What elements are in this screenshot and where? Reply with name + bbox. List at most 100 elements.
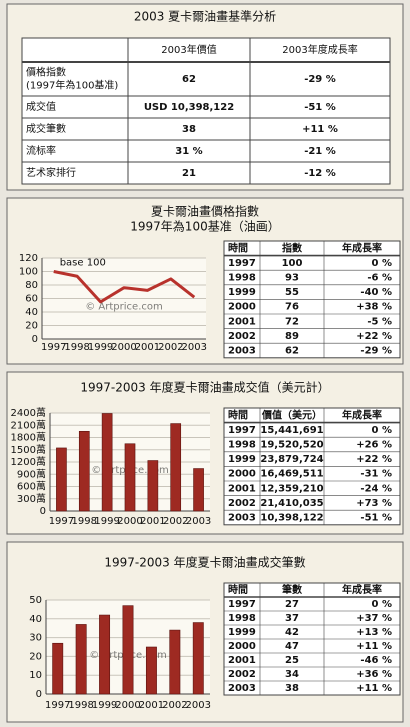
cell: 2001 [228, 316, 256, 327]
cell: 34 [285, 669, 299, 680]
cell: 42 [285, 627, 299, 638]
x-tick-label: 2000 [117, 516, 142, 527]
header-cell: 2003年度成長率 [282, 43, 357, 56]
header-cell: 筆數 [282, 583, 302, 596]
y-tick-label: 1800萬 [11, 431, 46, 444]
cell: 72 [285, 316, 299, 327]
cell: 1997 [228, 599, 256, 610]
bar [192, 622, 204, 695]
cell: 47 [285, 641, 299, 652]
cell: 21,410,035 [260, 498, 323, 509]
x-tick-label: 2002 [162, 700, 187, 711]
header-cell: 時間 [228, 241, 248, 254]
cell: 62 [182, 74, 196, 85]
cell: -5 % [367, 316, 392, 327]
cell: 0 % [372, 258, 392, 269]
x-tick-label: 2002 [163, 516, 188, 527]
chart-title: 1997-2003 年度夏卡爾油畫成交值（美元計） [80, 380, 329, 395]
cell: 27 [285, 599, 299, 610]
y-tick-label: 0 [40, 506, 46, 517]
cell: 0 % [372, 599, 392, 610]
cell: +11 % [302, 124, 338, 135]
y-tick-label: 2100萬 [11, 418, 46, 431]
x-tick-label: 1997 [41, 342, 66, 353]
cell: 2002 [228, 669, 256, 680]
row-label: 成交筆數 [26, 122, 66, 135]
y-tick-label: 900萬 [17, 467, 46, 480]
cell: 38 [182, 124, 196, 135]
header-cell: 年成長率 [342, 241, 382, 254]
cell: 1997 [228, 258, 256, 269]
cell: -40 % [360, 287, 392, 298]
cell: 62 [285, 346, 299, 357]
x-tick-label: 2003 [186, 516, 211, 527]
y-tick-label: 600萬 [17, 480, 46, 493]
cell: +22 % [356, 454, 392, 465]
bar [75, 624, 87, 695]
cell: USD 10,398,122 [144, 102, 234, 113]
y-tick-label: 20 [29, 651, 42, 662]
cell: -46 % [360, 655, 392, 666]
cell: 15,441,691 [260, 425, 323, 436]
summary-title: 2003 夏卡爾油畫基準分析 [134, 9, 276, 24]
cell: 55 [285, 287, 299, 298]
y-tick-label: 50 [29, 595, 42, 606]
y-tick-label: 10 [29, 670, 42, 681]
cell: +38 % [356, 302, 392, 313]
line [53, 270, 196, 304]
cell: +11 % [356, 641, 392, 652]
y-tick-label: 20 [25, 321, 38, 332]
cell: -29 % [304, 74, 336, 85]
y-tick-label: 1500萬 [11, 443, 46, 456]
header-cell: 年成長率 [342, 408, 382, 421]
cell: 12,359,210 [260, 483, 323, 494]
x-tick-label: 1998 [72, 516, 97, 527]
y-tick-label: 120 [19, 253, 38, 264]
bar [52, 642, 64, 695]
header-cell: 價值（美元） [261, 408, 322, 421]
bar [124, 443, 136, 512]
header-cell: 年成長率 [342, 583, 382, 596]
header-cell: 指數 [282, 241, 302, 254]
cell: +11 % [356, 683, 392, 694]
cell: 1999 [228, 454, 256, 465]
cell: +26 % [356, 440, 392, 451]
x-tick-label: 1997 [49, 516, 74, 527]
cell: 2000 [228, 469, 256, 480]
cell: 31 % [175, 146, 202, 157]
chart-title: 夏卡爾油畫價格指數 [151, 204, 259, 219]
cell: 2000 [228, 641, 256, 652]
y-tick-label: 60 [25, 294, 38, 305]
x-tick-label: 1999 [94, 516, 119, 527]
row-label: 價格指數 [26, 66, 66, 79]
y-tick-label: 0 [32, 334, 38, 345]
cell: +73 % [356, 498, 392, 509]
cell: 2003 [228, 513, 256, 524]
cell: +37 % [356, 613, 392, 624]
x-tick-label: 1998 [64, 342, 89, 353]
cell: 100 [282, 258, 303, 269]
cell: +36 % [356, 669, 392, 680]
y-tick-label: 300萬 [17, 492, 46, 505]
y-tick-label: 40 [25, 307, 38, 318]
chart-title: 1997-2003 年度夏卡爾油畫成交筆數 [104, 555, 305, 570]
x-tick-label: 1998 [68, 700, 93, 711]
row-label: 艺术家排行 [26, 166, 76, 179]
x-tick-label: 1999 [88, 342, 113, 353]
cell: -31 % [360, 469, 392, 480]
cell: 38 [285, 683, 299, 694]
header-cell: 2003年價值 [161, 43, 216, 56]
cell: 76 [285, 302, 299, 313]
bar [169, 629, 181, 695]
cell: -51 % [304, 102, 336, 113]
x-tick-label: 2003 [182, 342, 207, 353]
cell: 16,469,511 [260, 469, 323, 480]
cell: 19,520,520 [260, 440, 323, 451]
y-tick-label: 80 [25, 280, 38, 291]
cell: 1999 [228, 627, 256, 638]
bar [147, 460, 159, 512]
x-tick-label: 1997 [45, 700, 70, 711]
cell: 93 [285, 273, 299, 284]
x-tick-label: 2001 [139, 700, 164, 711]
